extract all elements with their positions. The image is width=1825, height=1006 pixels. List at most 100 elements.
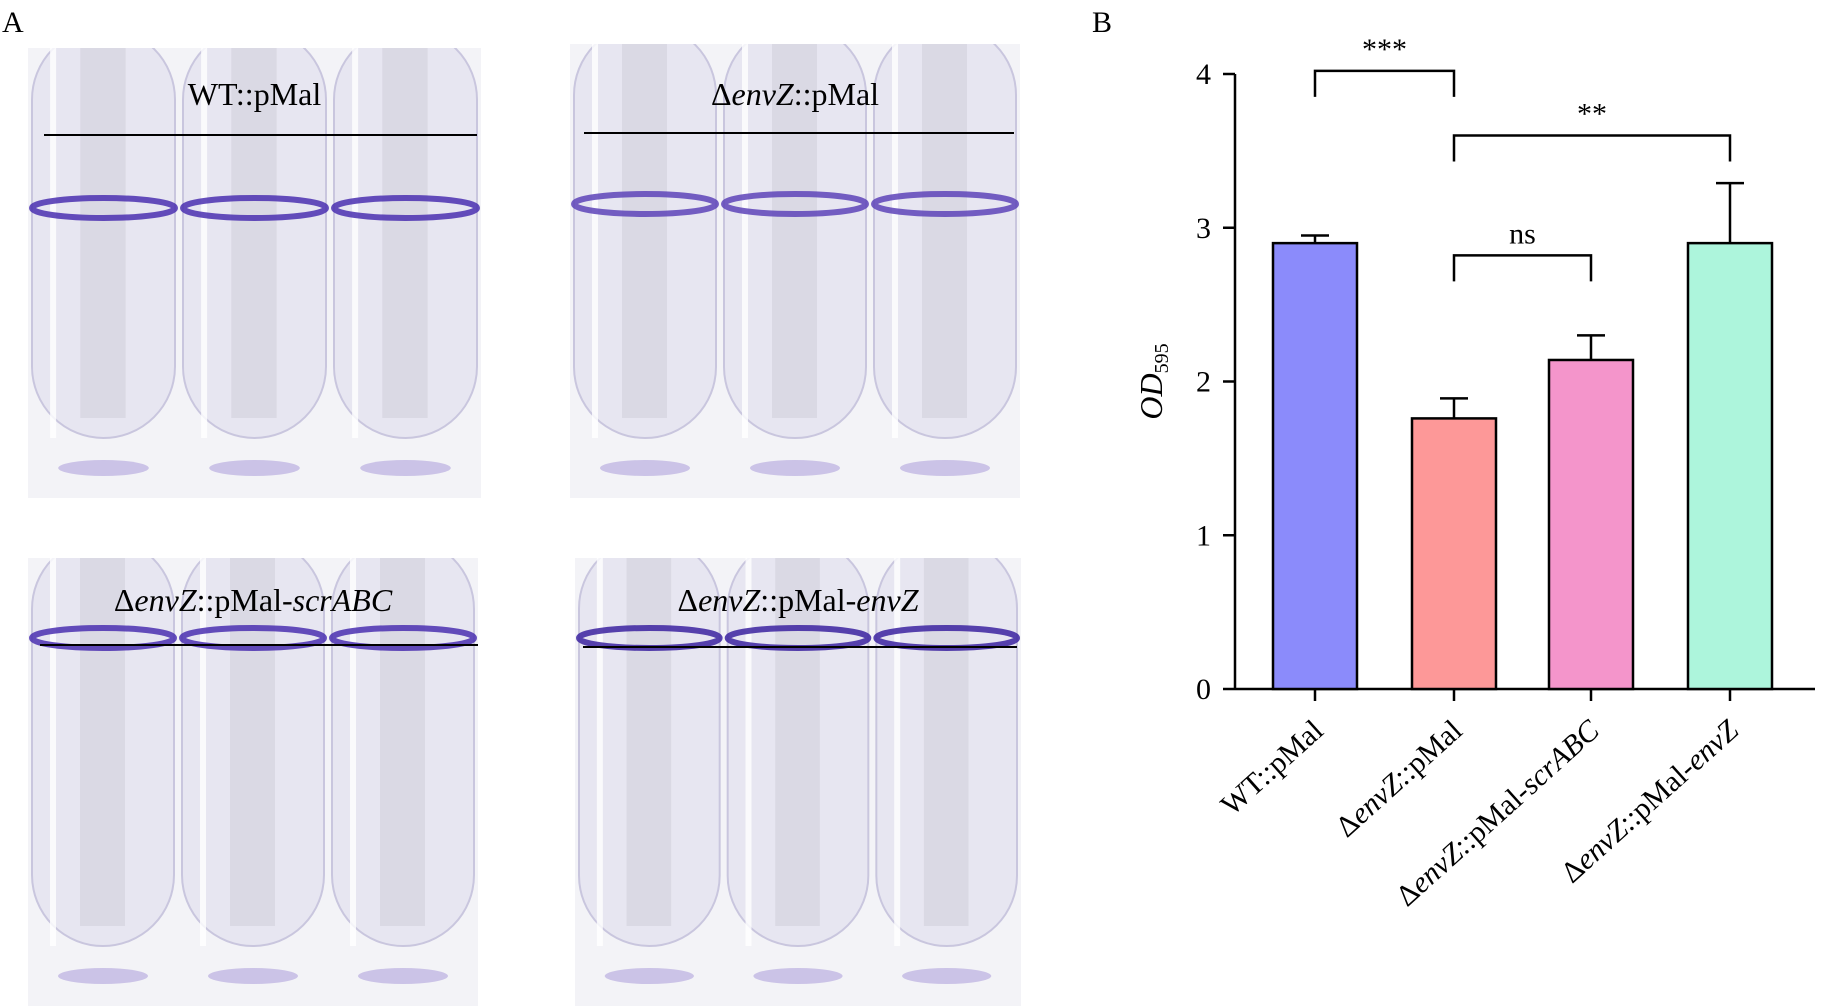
x-tick-label: WT::pMal [1215, 714, 1330, 822]
label-part: envZ [134, 582, 197, 618]
stain-ring [29, 195, 178, 221]
label-part: ::pMal- [1612, 753, 1701, 838]
tube-shadow [775, 558, 820, 926]
tube-bottom-stain [753, 968, 843, 984]
tube-highlight [742, 44, 748, 438]
y-axis-title-main: OD [1133, 373, 1169, 419]
tube-highlight [50, 558, 56, 946]
label-part: Δ [710, 76, 732, 112]
tube-highlight [592, 44, 598, 438]
panel-label-b: B [1092, 6, 1113, 39]
y-tick-label: 3 [1196, 212, 1211, 245]
photo-divider-line [40, 644, 478, 646]
y-tick-label: 1 [1196, 519, 1211, 552]
label-part: Δ [113, 582, 135, 618]
tube-highlight [50, 48, 57, 438]
photo-wt-pmal: WT::pMal [28, 48, 481, 498]
tube-bottom-stain [209, 460, 300, 476]
photo-envz-pmal-envz: ΔenvZ::pMal-envZ [575, 558, 1021, 1006]
stain-ring [179, 625, 327, 651]
y-axis-title: OD595 [1133, 343, 1173, 419]
panel-label-a: A [2, 6, 24, 39]
tube-illustration [571, 44, 1019, 476]
label-part: WT::pMal [1215, 714, 1330, 822]
tube-bottom-stain [902, 968, 992, 984]
significance-label: *** [1362, 33, 1407, 66]
tube-bottom-stain [358, 968, 448, 984]
photo-label: ΔenvZ::pMal-envZ [575, 582, 1021, 619]
bar [1547, 358, 1635, 691]
tube-highlight [892, 44, 898, 438]
label-part: envZ [698, 582, 761, 618]
significance-label: ns [1509, 217, 1536, 250]
stain-ring [571, 191, 719, 217]
tube-bottom-stain [900, 460, 990, 476]
stain-ring [721, 191, 869, 217]
tube-shadow [382, 48, 428, 418]
significance-bracket [1452, 254, 1593, 282]
tube-bottom-stain [208, 968, 298, 984]
bar [1686, 241, 1774, 691]
stain-ring [873, 625, 1020, 651]
tube-highlight [350, 558, 356, 946]
label-part: ::pMal- [196, 582, 293, 618]
tube-shadow [380, 558, 425, 926]
significance-bracket [1313, 69, 1456, 97]
label-part: envZ [856, 582, 919, 618]
label-part: scrABC [292, 582, 393, 618]
stain-ring [724, 625, 872, 651]
y-axis-title-subscript: 595 [1151, 343, 1173, 373]
tube-bottom-stain [360, 460, 451, 476]
tube-highlight [745, 558, 752, 946]
label-part: ::pMal [793, 76, 880, 112]
label-part: ::pMal- [760, 582, 857, 618]
y-tick-label: 4 [1196, 58, 1211, 91]
tube-shadow [772, 44, 817, 418]
bar-chart: 01234OD595WT::pMalΔenvZ::pMalΔenvZ::pMal… [1133, 33, 1815, 913]
stain-ring [180, 195, 329, 221]
tube-bottom-stain [58, 968, 148, 984]
bar [1271, 241, 1359, 691]
photo-divider-line [44, 134, 477, 136]
significance-label: ** [1577, 98, 1607, 131]
label-part: envZ [731, 76, 794, 112]
stain-ring [331, 195, 480, 221]
stain-ring [329, 625, 477, 651]
tube-shadow [622, 44, 667, 418]
photo-envz-pmal-scrabc: ΔenvZ::pMal-scrABC [28, 558, 478, 1006]
label-part: Δ [677, 582, 699, 618]
tube-illustration [576, 558, 1020, 984]
tube-illustration [29, 48, 480, 476]
photo-divider-line [583, 646, 1017, 648]
tube-highlight [596, 558, 603, 946]
photo-label: WT::pMal [28, 76, 481, 113]
bar [1410, 417, 1498, 691]
label-part: ::pMal [1387, 714, 1469, 792]
tube-bottom-stain [58, 460, 149, 476]
tube-shadow [923, 558, 969, 926]
photo-envz-pmal: ΔenvZ::pMal [570, 44, 1020, 498]
tube-shadow [80, 48, 126, 418]
stain-ring [871, 191, 1019, 217]
tube-shadow [80, 558, 125, 926]
photo-divider-line [584, 132, 1014, 134]
tube-highlight [200, 558, 206, 946]
y-tick-label: 0 [1196, 673, 1211, 706]
photo-label: ΔenvZ::pMal-scrABC [28, 582, 478, 619]
label-part: WT::pMal [187, 76, 322, 112]
tube-highlight [201, 48, 208, 438]
stain-ring [576, 625, 723, 651]
photo-label: ΔenvZ::pMal [570, 76, 1020, 113]
tube-illustration [29, 558, 477, 984]
y-tick-label: 2 [1196, 366, 1211, 399]
tube-bottom-stain [750, 460, 840, 476]
tube-shadow [230, 558, 275, 926]
x-tick-label: ΔenvZ::pMal [1329, 714, 1468, 844]
tube-highlight [894, 558, 901, 946]
tube-bottom-stain [604, 968, 694, 984]
tube-shadow [922, 44, 967, 418]
label-part: scrABC [1514, 713, 1606, 801]
tube-bottom-stain [600, 460, 690, 476]
stain-ring [29, 625, 177, 651]
tube-shadow [626, 558, 672, 926]
